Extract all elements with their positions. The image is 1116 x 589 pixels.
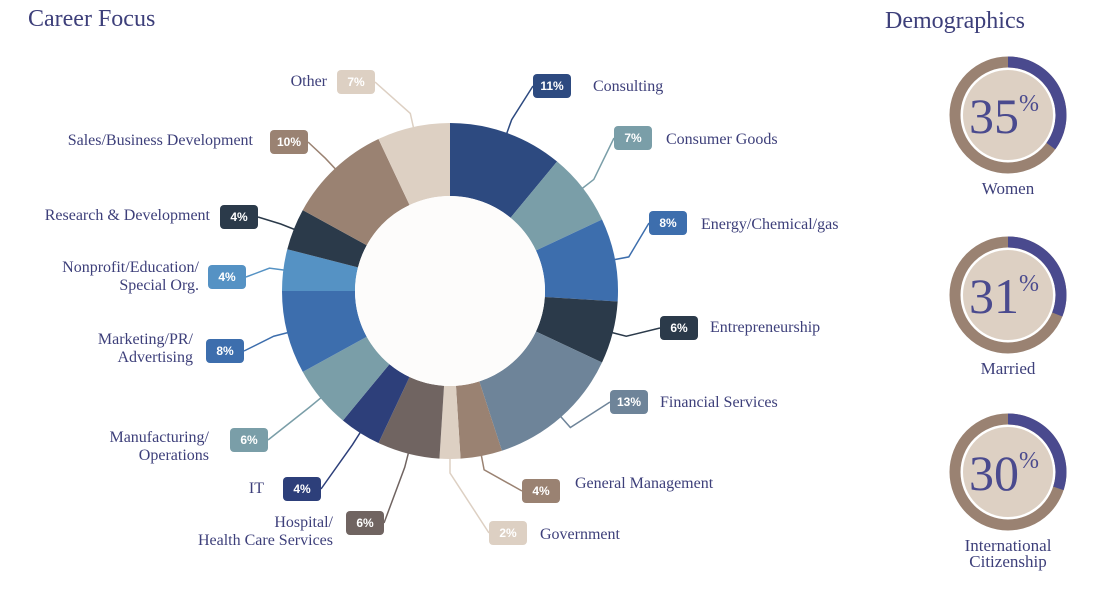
donut-slice — [510, 161, 603, 251]
value-badge — [346, 511, 384, 535]
value-label: 7% — [624, 131, 642, 145]
value-badge — [337, 70, 375, 94]
donut-slice — [302, 138, 410, 246]
value-badge — [533, 74, 571, 98]
value-label: 6% — [670, 321, 688, 335]
value-badge — [283, 477, 321, 501]
category-label: IT — [248, 480, 264, 497]
category-label: Consumer Goods — [666, 131, 778, 148]
value-label: 4% — [230, 210, 248, 224]
leader-line — [608, 327, 661, 338]
value-label: 8% — [659, 216, 677, 230]
leader-line — [579, 137, 615, 192]
leader-line — [307, 141, 339, 172]
leader-line — [243, 331, 292, 352]
gauge-arc — [1007, 413, 1067, 491]
value-badge — [206, 339, 244, 363]
leader-line — [320, 429, 363, 490]
category-label: Sales/Business Development — [67, 132, 253, 149]
donut-slice — [455, 381, 502, 459]
gauge-number: 30 — [969, 445, 1019, 501]
category-label: Energy/Chemical/gas — [701, 216, 839, 233]
donut-slice — [450, 123, 558, 218]
gauge-label: Women — [981, 179, 1035, 198]
value-badge — [660, 316, 698, 340]
donut-slice — [479, 331, 603, 451]
value-badge — [220, 205, 258, 229]
leader-line — [383, 449, 410, 524]
leader-line — [479, 451, 523, 492]
leader-line — [449, 455, 490, 534]
donut-slice — [378, 376, 445, 459]
category-label: General Management — [575, 475, 714, 492]
leader-line — [504, 85, 534, 137]
donut-slice — [439, 385, 461, 459]
value-badge — [489, 521, 527, 545]
donut-hole — [355, 196, 545, 386]
leader-line — [267, 394, 325, 441]
category-label: Marketing/PR/ Advertising — [97, 331, 193, 366]
value-label: 6% — [240, 433, 258, 447]
value-label: 4% — [293, 482, 311, 496]
donut-slice — [342, 364, 410, 444]
donut-slice — [535, 296, 618, 363]
gauge-label: Married — [980, 359, 1036, 378]
category-label: Research & Development — [44, 207, 210, 224]
value-label: 13% — [617, 395, 641, 409]
category-label: Entrepreneurship — [710, 319, 821, 336]
chart-title: Demographics — [885, 8, 1025, 34]
value-badge — [610, 390, 648, 414]
gauge-value: 30% — [969, 445, 1039, 501]
value-label: 4% — [532, 484, 550, 498]
leader-line — [257, 216, 298, 232]
value-label: 8% — [216, 344, 234, 358]
chart-title: Career Focus — [28, 6, 156, 32]
gauge-label: International Citizenship — [964, 536, 1052, 571]
value-label: 7% — [347, 75, 365, 89]
gauge-unit: % — [1019, 271, 1039, 297]
gauge-arc — [1007, 56, 1067, 150]
category-label: Hospital/ Health Care Services — [197, 514, 333, 549]
category-label: Government — [540, 526, 620, 543]
donut-slice — [378, 123, 450, 206]
category-label: Nonprofit/Education/ Special Org. — [62, 259, 199, 294]
category-label: Consulting — [593, 78, 664, 95]
value-label: 4% — [218, 270, 236, 284]
gauge-center — [961, 68, 1055, 162]
category-label: Financial Services — [660, 394, 778, 411]
leader-line — [374, 81, 415, 132]
gauge-value: 35% — [969, 88, 1039, 144]
donut-slice — [282, 249, 358, 291]
value-label: 10% — [277, 135, 301, 149]
gauge-center — [961, 425, 1055, 519]
value-label: 6% — [356, 516, 374, 530]
value-badge — [270, 130, 308, 154]
value-badge — [522, 479, 560, 503]
value-label: 11% — [540, 79, 564, 93]
category-label: Other — [290, 73, 327, 90]
donut-slice — [302, 336, 390, 421]
value-badge — [230, 428, 268, 452]
donut-slice — [282, 291, 367, 372]
gauge-arc — [1007, 236, 1067, 317]
gauge-unit: % — [1019, 91, 1039, 117]
donut-slice — [535, 219, 618, 302]
gauge-unit: % — [1019, 448, 1039, 474]
gauge-number: 31 — [969, 268, 1019, 324]
leader-line — [245, 267, 288, 278]
value-badge — [208, 265, 246, 289]
gauge-value: 31% — [969, 268, 1039, 324]
value-label: 2% — [499, 526, 517, 540]
leader-line — [610, 222, 650, 262]
gauge-center — [961, 248, 1055, 342]
donut-slice — [287, 210, 367, 268]
leader-line — [557, 401, 611, 429]
category-label: Manufacturing/ Operations — [109, 429, 209, 464]
value-badge — [614, 126, 652, 150]
value-badge — [649, 211, 687, 235]
gauge-number: 35 — [969, 88, 1019, 144]
